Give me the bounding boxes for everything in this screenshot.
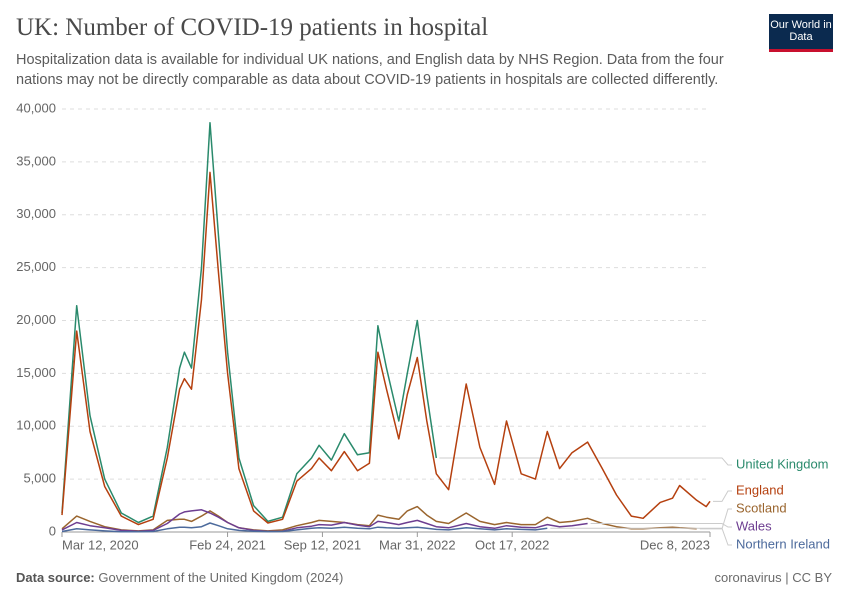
logo[interactable]: Our World in Data: [769, 14, 833, 52]
legend-label: Northern Ireland: [736, 536, 830, 551]
legend-connector: [713, 490, 732, 502]
y-tick-label: 5,000: [23, 471, 56, 486]
footer-note: coronavirus | CC BY: [714, 570, 832, 585]
legend-label: England: [736, 482, 784, 497]
x-tick-label: Oct 17, 2022: [475, 537, 549, 552]
y-tick-label: 15,000: [16, 365, 56, 380]
series-line: [61, 505, 697, 532]
x-tick-label: Feb 24, 2021: [189, 537, 266, 552]
legend-connector: [550, 527, 732, 546]
x-tick-label: Mar 31, 2022: [379, 537, 456, 552]
chart-subtitle: Hospitalization data is available for in…: [16, 52, 724, 88]
x-tick-label: Sep 12, 2021: [284, 537, 361, 552]
legend-connector: [699, 508, 732, 530]
y-tick-label: 0: [49, 523, 56, 538]
x-tick-label: Dec 8, 2023: [640, 537, 710, 552]
legend-connector: [590, 523, 732, 528]
y-tick-label: 30,000: [16, 206, 56, 221]
legend-connector: [439, 457, 732, 466]
series-line: [61, 171, 711, 526]
series-line: [61, 522, 548, 533]
legend-label: United Kingdom: [736, 456, 829, 471]
y-tick-label: 25,000: [16, 259, 56, 274]
legend-label: Wales: [736, 518, 772, 533]
x-tick-label: Mar 12, 2020: [62, 537, 139, 552]
y-tick-label: 10,000: [16, 418, 56, 433]
source-label: Data source:: [16, 570, 95, 585]
series-line: [61, 509, 588, 533]
y-tick-label: 40,000: [16, 100, 56, 115]
legend-label: Scotland: [736, 500, 787, 515]
source: Data source: Government of the United Ki…: [16, 570, 343, 585]
series-line: [61, 121, 438, 524]
chart-title: UK: Number of COVID-19 patients in hospi…: [16, 14, 489, 41]
y-tick-label: 35,000: [16, 153, 56, 168]
source-text: Government of the United Kingdom (2024): [98, 570, 344, 585]
y-tick-label: 20,000: [16, 312, 56, 327]
